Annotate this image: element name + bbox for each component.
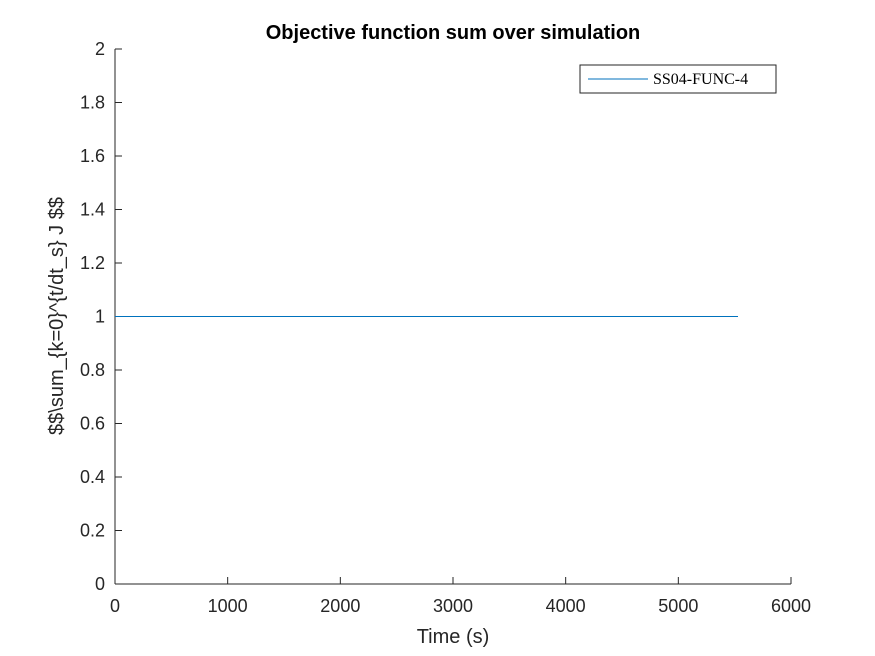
y-tick-label: 0.4 <box>80 467 105 487</box>
y-tick-label: 0.6 <box>80 414 105 434</box>
y-tick-label: 0 <box>95 574 105 594</box>
y-tick-label: 2 <box>95 39 105 59</box>
legend: SS04-FUNC-4 <box>579 64 777 94</box>
y-tick-label: 1.4 <box>80 200 105 220</box>
x-axis <box>114 577 792 585</box>
x-tick-label: 0 <box>110 596 120 616</box>
x-tick-label: 4000 <box>546 596 586 616</box>
x-tick-label: 5000 <box>658 596 698 616</box>
y-tick-labels: 0 0.2 0.4 0.6 0.8 1 1.2 1.4 1.6 1.8 2 <box>80 39 105 594</box>
x-axis-label: Time (s) <box>417 626 490 648</box>
x-tick-label: 1000 <box>208 596 248 616</box>
y-tick-label: 1 <box>95 307 105 327</box>
x-tick-label: 3000 <box>433 596 473 616</box>
x-tick-label: 2000 <box>320 596 360 616</box>
x-tick-label: 6000 <box>771 596 811 616</box>
y-axis-label: $$\sum_{k=0}^{t/dt_s} J $$ <box>46 197 68 435</box>
y-tick-label: 0.8 <box>80 360 105 380</box>
y-tick-label: 1.8 <box>80 93 105 113</box>
chart-title: Objective function sum over simulation <box>266 22 641 44</box>
x-tick-labels: 0 1000 2000 3000 4000 5000 6000 <box>110 596 811 616</box>
y-tick-label: 0.2 <box>80 521 105 541</box>
legend-series-label: SS04-FUNC-4 <box>653 71 748 88</box>
y-tick-label: 1.6 <box>80 146 105 166</box>
y-tick-label: 1.2 <box>80 253 105 273</box>
